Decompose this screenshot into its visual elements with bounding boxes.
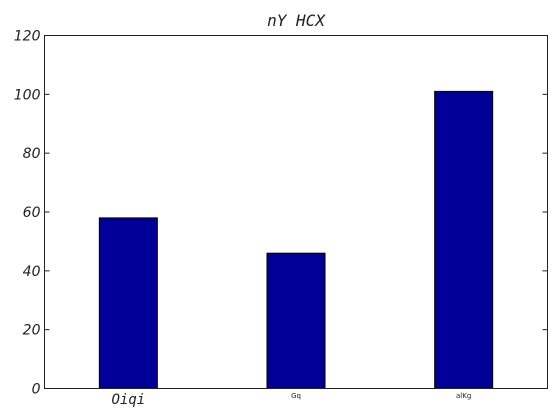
- y-tick-label: 20: [23, 323, 41, 339]
- y-tick-label: 0: [32, 382, 41, 398]
- chart-title: nY HCX: [267, 11, 326, 30]
- x-tick-label: Gq: [291, 392, 301, 400]
- bars-group: [98, 90, 494, 390]
- y-tick-label: 60: [23, 205, 41, 221]
- y-tick-label: 120: [14, 29, 41, 45]
- bar-alkg: [434, 90, 494, 390]
- bar-oiqi: [98, 217, 158, 389]
- y-tick-label: 40: [23, 264, 41, 280]
- y-tick-label: 80: [23, 146, 41, 162]
- x-tick-label: alKg: [456, 392, 471, 400]
- y-axis-ticks: 0 20 40 60 80 100 120: [14, 29, 548, 398]
- bar-gq: [266, 252, 326, 389]
- x-axis-ticks: Oiqi Gq alKg: [111, 392, 471, 408]
- x-tick-label: Oiqi: [111, 392, 145, 408]
- y-tick-label: 100: [14, 87, 41, 103]
